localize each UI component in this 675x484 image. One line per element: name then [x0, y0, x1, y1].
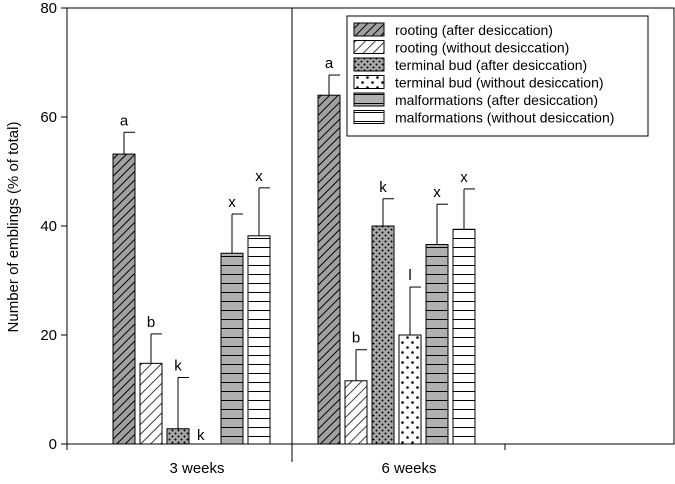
legend-swatch — [353, 40, 385, 54]
legend-label: rooting (after desiccation) — [395, 22, 553, 38]
bar — [220, 252, 244, 445]
y-axis-label: Number of emblings (% of total) — [5, 122, 22, 333]
legend-swatch — [353, 92, 385, 107]
bar — [247, 235, 271, 445]
significance-label: x — [460, 169, 468, 186]
bar — [398, 334, 422, 445]
legend-box — [346, 15, 649, 137]
legend-label: terminal bud (after desiccation) — [395, 57, 587, 73]
legend-label: rooting (without desiccation) — [395, 40, 569, 56]
legend-swatch — [353, 22, 385, 37]
x-tick-label: 3 weeks — [169, 460, 224, 477]
legend-swatch — [353, 75, 385, 89]
significance-label: x — [255, 168, 263, 185]
significance-label: k — [174, 358, 182, 375]
axes: 0 20 40 60 80 3 weeks 6 weeks — [40, 0, 675, 477]
legend-label: malformations (after desiccation) — [395, 92, 598, 108]
y-tick-label: 60 — [40, 109, 57, 126]
legend-swatch — [353, 57, 385, 72]
bar — [371, 225, 395, 445]
significance-label: b — [147, 314, 155, 331]
bar — [166, 428, 190, 445]
y-tick-label: 0 — [49, 436, 57, 453]
legend-label: malformations (without desiccation) — [395, 110, 614, 126]
significance-label: k — [379, 179, 387, 196]
legend: rooting (after desiccation) rooting (with… — [346, 15, 649, 137]
x-tick-label: 6 weeks — [381, 460, 436, 477]
significance-label: x — [228, 194, 236, 211]
bar — [452, 228, 476, 445]
significance-label: a — [325, 55, 334, 72]
significance-label: a — [120, 112, 129, 129]
significance-label: l — [408, 267, 411, 284]
bar — [139, 362, 163, 445]
y-tick-label: 20 — [40, 327, 57, 344]
y-tick-label: 80 — [40, 0, 57, 17]
significance-label: x — [433, 184, 441, 201]
bar — [425, 244, 449, 445]
y-tick-label: 40 — [40, 218, 57, 235]
legend-label: terminal bud (without desiccation) — [395, 75, 604, 91]
significance-label: k — [197, 427, 205, 444]
significance-label: b — [352, 330, 360, 347]
legend-swatch — [353, 110, 385, 124]
bar — [317, 94, 341, 445]
bar — [112, 153, 136, 445]
bars: a b k k x x a b k l x x — [112, 55, 476, 445]
bar — [344, 380, 368, 445]
